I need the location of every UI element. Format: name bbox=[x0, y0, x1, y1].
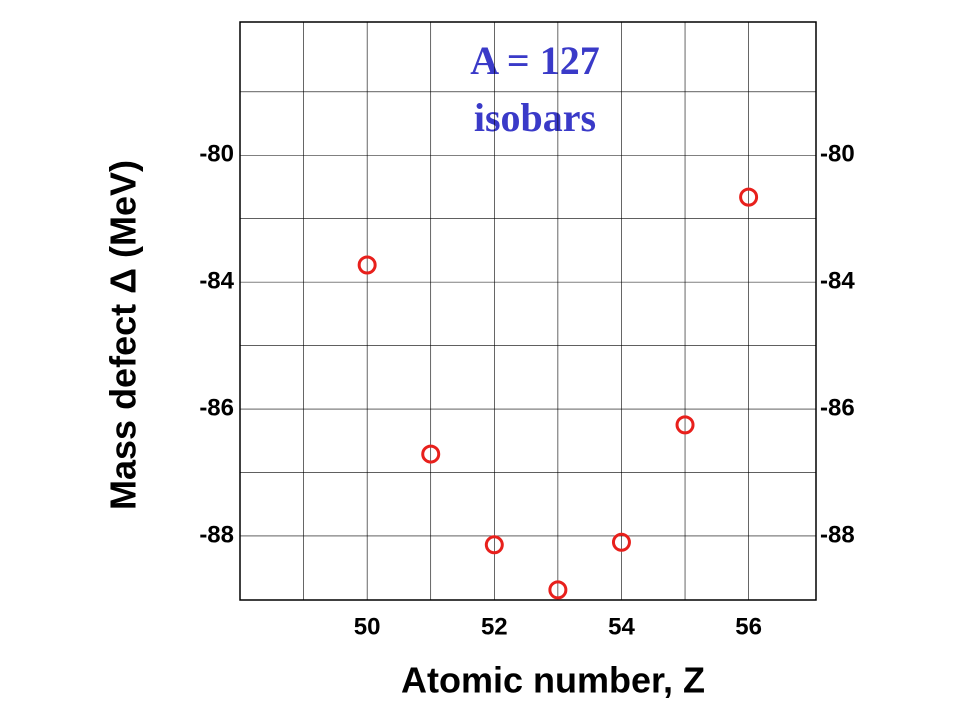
point bbox=[484, 535, 504, 555]
point bbox=[548, 580, 568, 600]
annotation: isobars bbox=[474, 95, 596, 140]
y-axis-title: Mass defect Δ (MeV) bbox=[103, 160, 144, 510]
point bbox=[357, 255, 377, 275]
y-tick-label: -86 bbox=[820, 394, 855, 421]
y-tick-label: -86 bbox=[199, 394, 234, 421]
y-tick-label: -84 bbox=[820, 267, 855, 294]
y-tick-label: -80 bbox=[199, 141, 234, 168]
annotation: A = 127 bbox=[470, 38, 599, 83]
y-tick-label: -88 bbox=[199, 521, 234, 548]
y-tick-label: -84 bbox=[199, 267, 234, 294]
plot-frame bbox=[239, 21, 817, 601]
point bbox=[611, 532, 631, 552]
point bbox=[421, 444, 441, 464]
point bbox=[739, 187, 759, 207]
y-tick-label: -88 bbox=[820, 521, 855, 548]
y-tick-label: -80 bbox=[820, 141, 855, 168]
x-tick-label: 56 bbox=[735, 613, 762, 640]
x-axis-title: Atomic number, Z bbox=[401, 660, 705, 701]
x-tick-label: 54 bbox=[608, 613, 635, 640]
point bbox=[675, 415, 695, 435]
x-tick-label: 50 bbox=[354, 613, 381, 640]
x-tick-label: 52 bbox=[481, 613, 508, 640]
